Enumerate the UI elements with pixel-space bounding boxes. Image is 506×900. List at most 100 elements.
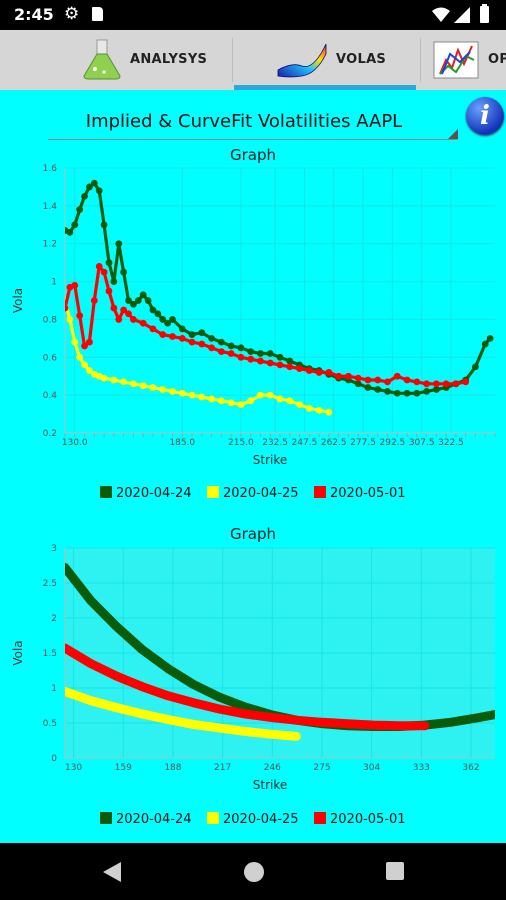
data-point: [130, 316, 137, 323]
chart-title: Graph: [230, 146, 276, 164]
data-point: [403, 389, 411, 397]
data-point: [208, 344, 215, 352]
data-point: [100, 374, 108, 382]
data-point: [247, 348, 255, 356]
data-point: [100, 268, 108, 276]
data-point: [86, 338, 93, 346]
data-point: [81, 361, 88, 369]
data-point: [325, 408, 333, 416]
data-point: [169, 333, 176, 340]
data-point: [86, 367, 93, 374]
x-tick-label: 292.5: [380, 438, 406, 448]
y-axis-label: Vola: [11, 640, 25, 665]
signal-icon: [454, 7, 470, 23]
spinner-title: Implied & CurveFit Volatilities AAPL: [85, 111, 403, 132]
data-point: [144, 297, 152, 304]
battery-icon: [480, 4, 489, 23]
data-point: [247, 355, 255, 363]
series-line: [65, 643, 430, 731]
legend-swatch: [207, 486, 219, 498]
data-point: [403, 376, 411, 384]
y-axis-label: Vola: [11, 288, 25, 313]
data-point: [237, 401, 245, 409]
data-point: [105, 287, 113, 295]
implied-vola-chart-svg: 0.2 0.4 0.6 0.8 1 1.2 1.4 1.6 130.0 185.0 215.0 232…: [11, 146, 496, 501]
data-point: [442, 380, 450, 388]
recents-button[interactable]: [384, 860, 406, 882]
x-tick-label: 215.0: [228, 438, 254, 448]
series-1: [65, 687, 301, 741]
data-point: [125, 297, 132, 304]
data-point: [354, 374, 362, 382]
x-tick-label: 159: [115, 763, 132, 773]
data-point: [276, 353, 284, 361]
data-point: [130, 380, 137, 388]
info-button[interactable]: i: [466, 97, 504, 135]
data-point: [188, 338, 196, 346]
data-point: [90, 297, 98, 304]
series-1: [65, 297, 333, 416]
y-tick-label: 1.4: [43, 202, 58, 212]
data-point: [178, 389, 186, 397]
data-point: [198, 393, 206, 401]
data-point: [81, 342, 88, 350]
x-axis-label: Strike: [253, 453, 288, 467]
data-point: [139, 382, 147, 390]
data-point: [305, 404, 313, 412]
data-point: [159, 386, 167, 393]
data-point: [110, 304, 118, 312]
data-point: [354, 380, 362, 388]
data-point: [115, 240, 123, 248]
data-point: [374, 386, 382, 393]
data-point: [413, 389, 421, 397]
x-tick-label: 130: [65, 763, 82, 773]
tab-analysys[interactable]: ANALYSYS: [78, 30, 228, 90]
legend-swatch: [100, 812, 112, 824]
data-point: [296, 401, 303, 409]
data-point: [149, 325, 157, 333]
data-point: [164, 319, 172, 327]
y-tick-label: 1: [51, 278, 57, 288]
data-point: [198, 329, 206, 337]
data-point: [65, 304, 69, 312]
x-tick-label: 246: [264, 763, 281, 773]
home-button[interactable]: [242, 860, 266, 884]
data-point: [178, 325, 186, 333]
data-point: [159, 331, 167, 338]
data-point: [364, 384, 372, 391]
gear-icon: ⚙: [64, 4, 80, 24]
data-point: [149, 384, 157, 391]
legend-label: 2020-04-25: [223, 486, 299, 501]
data-point: [208, 395, 215, 403]
data-point: [76, 206, 84, 214]
tab-analysys-label: ANALYSYS: [130, 52, 208, 67]
x-tick-label: 217: [214, 763, 231, 773]
y-tick-label: 1.6: [43, 164, 58, 174]
symbol-spinner[interactable]: Implied & CurveFit Volatilities AAPL: [48, 106, 458, 140]
legend-swatch: [207, 812, 219, 824]
data-point: [266, 391, 274, 399]
tab-op[interactable]: OP: [430, 30, 506, 90]
data-point: [120, 378, 128, 386]
data-point: [276, 395, 284, 403]
data-point: [86, 183, 93, 191]
tab-volas[interactable]: VOLAS: [234, 30, 416, 90]
tab-divider: [420, 38, 421, 82]
data-point: [432, 380, 440, 388]
x-tick-label: 322.5: [438, 438, 464, 448]
data-point: [325, 369, 333, 376]
x-tick-label: 247.5: [292, 438, 318, 448]
back-button[interactable]: [101, 860, 123, 884]
surface-icon: [277, 43, 327, 78]
data-point: [296, 365, 303, 373]
data-point: [71, 338, 79, 346]
x-tick-label: 333: [413, 763, 430, 773]
data-point: [115, 316, 123, 323]
series-line: [65, 687, 301, 741]
data-point: [139, 319, 147, 327]
data-point: [237, 344, 245, 352]
legend-swatch: [314, 812, 326, 824]
data-point: [208, 334, 215, 342]
data-point: [66, 228, 74, 236]
data-point: [110, 376, 118, 384]
